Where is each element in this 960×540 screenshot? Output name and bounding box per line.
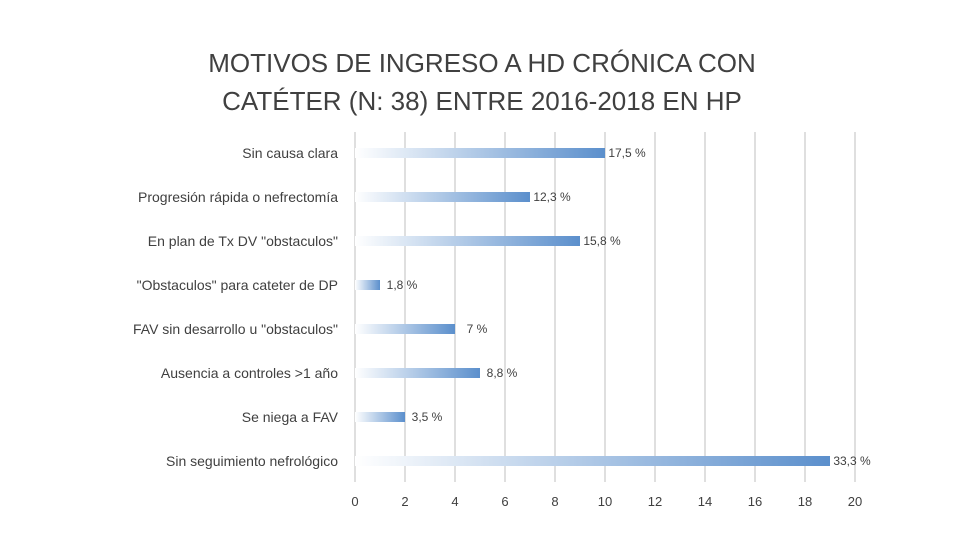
- x-tick-label: 10: [598, 494, 612, 509]
- x-tick-label: 6: [501, 494, 508, 509]
- category-label: FAV sin desarrollo u "obstaculos": [133, 321, 338, 337]
- chart-title-line-1: MOTIVOS DE INGRESO A HD CRÓNICA CON: [208, 48, 756, 78]
- data-label: 12,3 %: [533, 190, 571, 204]
- bar: [355, 324, 455, 334]
- bar: [355, 412, 405, 422]
- category-label: En plan de Tx DV "obstaculos": [148, 233, 338, 249]
- data-label: 8,8 %: [487, 366, 518, 380]
- labels: 0 2 4 6 8 10 12 14 16 18 20 Sin causa clara 17,5 % Pr…: [133, 145, 871, 509]
- data-label: 7 %: [467, 322, 488, 336]
- x-tick-label: 16: [748, 494, 762, 509]
- data-label: 17,5 %: [608, 146, 646, 160]
- bar: [355, 280, 380, 290]
- bar: [355, 236, 580, 246]
- category-label: Sin causa clara: [242, 145, 338, 161]
- x-tick-label: 18: [798, 494, 812, 509]
- category-label: Sin seguimiento nefrológico: [166, 453, 338, 469]
- bars: [355, 148, 830, 466]
- data-label: 33,3 %: [833, 454, 871, 468]
- data-label: 3,5 %: [412, 410, 443, 424]
- bar: [355, 192, 530, 202]
- category-label: "Obstaculos" para cateter de DP: [137, 277, 338, 293]
- x-tick-label: 14: [698, 494, 712, 509]
- x-tick-label: 12: [648, 494, 662, 509]
- gridlines: [354, 132, 856, 482]
- x-tick-label: 4: [451, 494, 458, 509]
- x-tick-label: 20: [848, 494, 862, 509]
- x-tick-label: 0: [351, 494, 358, 509]
- x-tick-label: 2: [401, 494, 408, 509]
- category-label: Ausencia a controles >1 año: [161, 365, 338, 381]
- data-label: 15,8 %: [583, 234, 621, 248]
- data-label: 1,8 %: [387, 278, 418, 292]
- bar: [355, 368, 480, 378]
- category-label: Progresión rápida o nefrectomía: [138, 189, 338, 205]
- bar: [355, 148, 605, 158]
- chart-title: MOTIVOS DE INGRESO A HD CRÓNICA CON CATÉ…: [0, 44, 960, 120]
- x-tick-label: 8: [551, 494, 558, 509]
- chart-title-line-2: CATÉTER (N: 38) ENTRE 2016-2018 EN HP: [222, 86, 742, 116]
- bar: [355, 456, 830, 466]
- category-label: Se niega a FAV: [242, 409, 339, 425]
